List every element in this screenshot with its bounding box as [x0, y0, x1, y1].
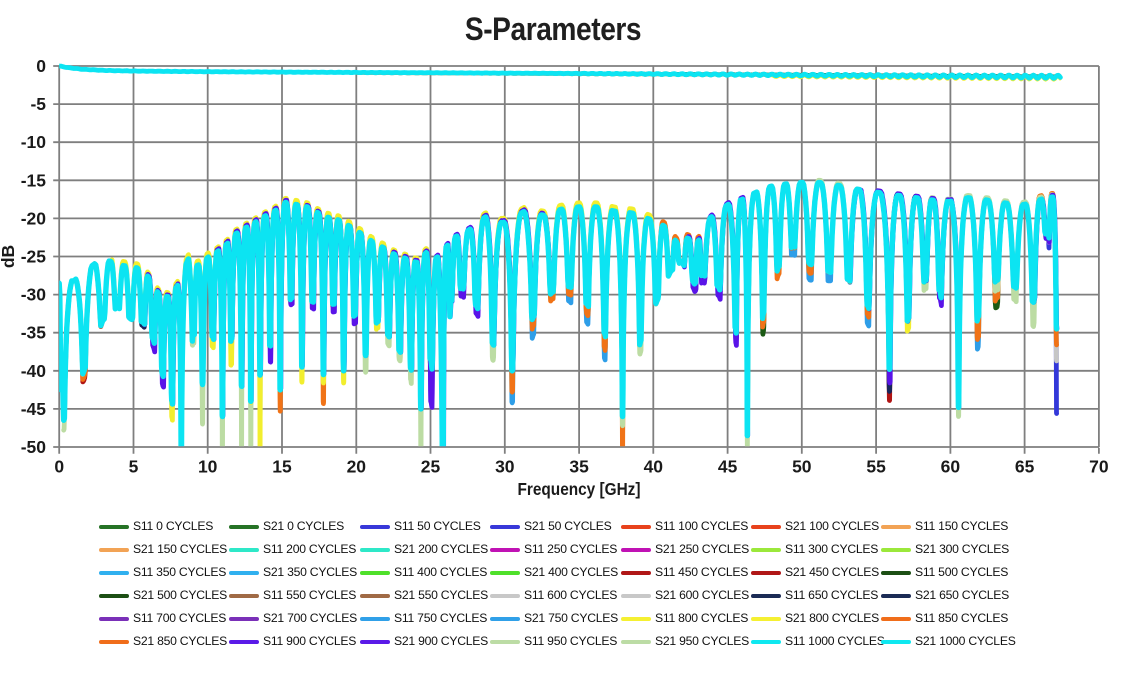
svg-text:45: 45 — [718, 457, 738, 477]
svg-text:20: 20 — [347, 457, 367, 477]
svg-text:60: 60 — [941, 457, 961, 477]
svg-text:65: 65 — [1015, 457, 1035, 477]
svg-text:-10: -10 — [21, 132, 47, 152]
svg-text:-40: -40 — [21, 361, 47, 381]
svg-text:-25: -25 — [21, 247, 47, 267]
svg-text:Frequency [GHz]: Frequency [GHz] — [518, 479, 641, 499]
svg-text:50: 50 — [792, 457, 812, 477]
svg-text:10: 10 — [198, 457, 218, 477]
svg-text:-15: -15 — [21, 170, 47, 190]
svg-text:40: 40 — [644, 457, 664, 477]
svg-text:-5: -5 — [30, 94, 46, 114]
svg-text:55: 55 — [866, 457, 886, 477]
svg-text:35: 35 — [569, 457, 589, 477]
svg-text:-50: -50 — [21, 437, 47, 457]
svg-text:0: 0 — [36, 56, 46, 76]
svg-text:-20: -20 — [21, 208, 47, 228]
svg-text:0: 0 — [54, 457, 64, 477]
svg-text:25: 25 — [421, 457, 441, 477]
svg-text:15: 15 — [272, 457, 292, 477]
svg-text:70: 70 — [1089, 457, 1109, 477]
svg-text:-45: -45 — [21, 399, 47, 419]
svg-text:5: 5 — [129, 457, 139, 477]
svg-text:30: 30 — [495, 457, 515, 477]
svg-text:-35: -35 — [21, 323, 47, 343]
svg-text:-30: -30 — [21, 285, 47, 305]
svg-text:dB: dB — [0, 245, 18, 268]
